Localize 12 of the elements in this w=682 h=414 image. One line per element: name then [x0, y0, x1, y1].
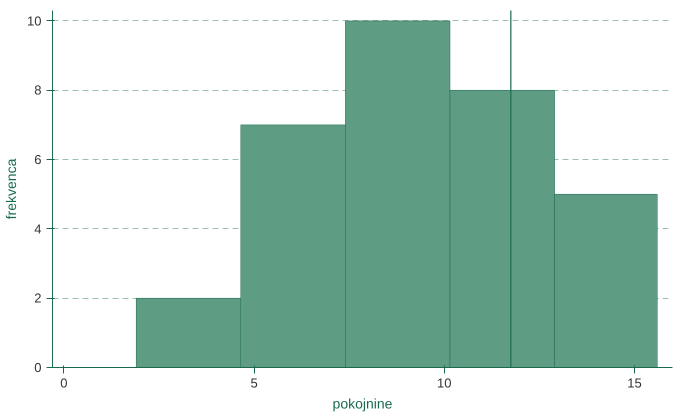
x-tick-label: 10 — [437, 376, 452, 390]
y-tick-label: 4 — [34, 221, 42, 236]
y-tick-label: 0 — [34, 360, 42, 375]
x-axis-title: pokojnine — [332, 396, 393, 412]
x-tick-label: 15 — [627, 376, 642, 390]
y-tick-label: 8 — [34, 82, 42, 98]
y-tick-label: 10 — [27, 13, 42, 28]
y-axis-title: frekvenca — [3, 158, 20, 220]
x-tick-label: 0 — [60, 376, 68, 390]
y-tick-label: 6 — [34, 152, 42, 168]
y-tick-label: 2 — [34, 290, 42, 306]
x-tick-label: 5 — [250, 376, 258, 390]
